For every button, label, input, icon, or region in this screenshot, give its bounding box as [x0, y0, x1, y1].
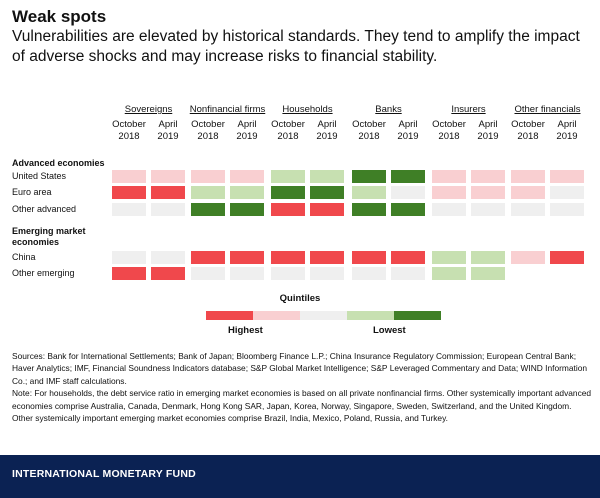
heatmap-cell	[229, 185, 265, 200]
legend-highest-label: Highest	[228, 325, 263, 336]
heatmap-cell	[190, 202, 226, 217]
heatmap-cell	[270, 169, 306, 184]
heatmap-cell	[470, 266, 506, 281]
heatmap-cell	[431, 250, 467, 265]
heatmap-cell	[390, 250, 426, 265]
legend-swatch	[253, 311, 300, 320]
sector-header: Nonfinancial firms	[189, 104, 266, 115]
period-label: October 2018	[271, 119, 305, 142]
period-label: April 2019	[397, 119, 419, 142]
heatmap-cell	[309, 202, 345, 217]
heatmap-cell	[510, 169, 546, 184]
heatmap-cell	[150, 266, 186, 281]
period-label: October 2018	[511, 119, 545, 142]
footer-logo-text: INTERNATIONAL MONETARY FUND	[12, 468, 196, 480]
heatmap-cell	[549, 169, 585, 184]
heatmap-cell	[351, 169, 387, 184]
row-label: Other emerging	[12, 268, 75, 278]
heatmap-cell	[111, 250, 147, 265]
sector-header: Insurers	[451, 104, 486, 115]
heatmap-cell	[510, 185, 546, 200]
sector-header: Other financials	[514, 104, 581, 115]
row-label: China	[12, 252, 36, 262]
heatmap-cell	[351, 202, 387, 217]
period-label: October 2018	[112, 119, 146, 142]
heatmap-cell	[351, 266, 387, 281]
period-label: April 2019	[316, 119, 338, 142]
heatmap-cell	[470, 169, 506, 184]
heatmap-cell	[111, 185, 147, 200]
heatmap-cell	[390, 202, 426, 217]
heatmap-cell	[431, 185, 467, 200]
sector-header: Households	[282, 104, 333, 115]
heatmap-cell	[111, 266, 147, 281]
period-label: April 2019	[157, 119, 179, 142]
row-label: Other advanced	[12, 204, 77, 214]
period-label: October 2018	[191, 119, 225, 142]
row-label: Euro area	[12, 187, 52, 197]
heatmap-cell	[150, 250, 186, 265]
heatmap-cell	[190, 250, 226, 265]
heatmap-cell	[270, 250, 306, 265]
sector-header: Banks	[375, 104, 402, 115]
heatmap-cell	[111, 202, 147, 217]
legend-lowest-label: Lowest	[373, 325, 406, 336]
period-label: April 2019	[236, 119, 258, 142]
group-label: Advanced economies	[12, 158, 105, 168]
footer-bar: INTERNATIONAL MONETARY FUND	[0, 455, 600, 498]
heatmap-cell	[470, 202, 506, 217]
heatmap-cell	[549, 202, 585, 217]
legend-swatch	[347, 311, 394, 320]
heatmap-cell	[150, 185, 186, 200]
notes: Sources: Bank for International Settleme…	[12, 350, 594, 424]
heatmap-cell	[270, 266, 306, 281]
heatmap-cell	[229, 250, 265, 265]
heatmap-cell	[150, 169, 186, 184]
period-label: April 2019	[556, 119, 578, 142]
footnote: Note: For households, the debt service r…	[12, 388, 592, 424]
heatmap-cell	[150, 202, 186, 217]
heatmap-cell	[351, 250, 387, 265]
heatmap-cell	[470, 250, 506, 265]
heatmap-cell	[190, 169, 226, 184]
group-label: Emerging market economies	[12, 226, 86, 247]
heatmap-cell	[190, 266, 226, 281]
heatmap-cell	[470, 185, 506, 200]
heatmap-cell	[309, 169, 345, 184]
heatmap-cell	[390, 169, 426, 184]
heatmap-cell	[229, 169, 265, 184]
heatmap-cell	[390, 266, 426, 281]
heatmap-cell	[229, 202, 265, 217]
heatmap-cell	[111, 169, 147, 184]
heatmap-cell	[270, 202, 306, 217]
heatmap-cell	[390, 185, 426, 200]
heatmap-cell	[549, 185, 585, 200]
sector-header: Sovereigns	[124, 104, 173, 115]
heatmap-cell	[510, 250, 546, 265]
chart-title: Weak spots	[12, 7, 107, 26]
legend-title: Quintiles	[279, 293, 321, 304]
period-label: April 2019	[477, 119, 499, 142]
chart-subtitle: Vulnerabilities are elevated by historic…	[12, 28, 580, 65]
legend-swatch	[394, 311, 441, 320]
legend-swatch	[206, 311, 253, 320]
heatmap-cell	[190, 185, 226, 200]
heatmap-cell	[549, 250, 585, 265]
heatmap-cell	[270, 185, 306, 200]
heatmap-cell	[431, 169, 467, 184]
heatmap-cell	[510, 202, 546, 217]
heatmap-cell	[431, 202, 467, 217]
heatmap-cell	[229, 266, 265, 281]
period-label: October 2018	[352, 119, 386, 142]
heatmap-cell	[309, 185, 345, 200]
row-label: United States	[12, 171, 67, 181]
heatmap-cell	[351, 185, 387, 200]
heatmap-cell	[431, 266, 467, 281]
legend-swatch	[300, 311, 347, 320]
period-label: October 2018	[432, 119, 466, 142]
sources-note: Sources: Bank for International Settleme…	[12, 351, 588, 386]
heatmap-cell	[309, 266, 345, 281]
heatmap-cell	[309, 250, 345, 265]
